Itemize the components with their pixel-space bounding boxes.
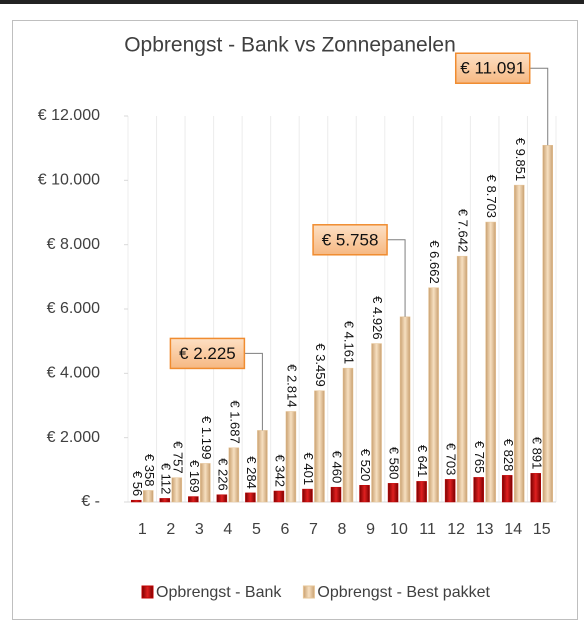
- legend-label: Opbrengst - Best pakket: [317, 584, 490, 601]
- bar: [513, 184, 525, 503]
- bar: [314, 390, 325, 503]
- bar: [387, 483, 399, 503]
- callout-label: € 11.091: [460, 59, 525, 78]
- y-tick-label: € -: [81, 493, 100, 510]
- value-label: € 401: [301, 453, 316, 486]
- value-label: € 6.662: [427, 240, 442, 283]
- bar: [285, 411, 297, 503]
- bar: [485, 221, 496, 503]
- x-tick-label: 12: [447, 521, 465, 538]
- value-label: € 8.703: [484, 175, 499, 218]
- bar: [302, 488, 313, 503]
- x-tick-label: 10: [390, 521, 408, 538]
- value-label: € 358: [142, 454, 157, 487]
- value-label: € 169: [187, 460, 202, 493]
- value-label: € 4.161: [342, 321, 357, 364]
- value-label: € 757: [170, 441, 185, 474]
- x-tick-label: 13: [476, 521, 494, 538]
- bar: [188, 496, 199, 503]
- bar: [428, 287, 439, 503]
- callout-leader: [244, 352, 263, 431]
- bar: [273, 490, 285, 503]
- bar: [257, 430, 268, 503]
- bar: [131, 499, 142, 503]
- x-tick-label: 6: [280, 521, 289, 538]
- callout-label: € 5.758: [322, 230, 379, 249]
- x-tick-label: 4: [223, 521, 232, 538]
- bar: [473, 477, 484, 503]
- bar: [501, 475, 513, 503]
- bar: [228, 447, 240, 503]
- x-tick-label: 11: [419, 521, 436, 538]
- bar: [342, 367, 354, 503]
- bar: [216, 494, 228, 503]
- value-label: € 703: [444, 443, 459, 476]
- x-tick-label: 14: [504, 521, 522, 538]
- bar: [399, 316, 411, 503]
- x-tick-label: 7: [309, 521, 318, 538]
- callout-label: € 2.225: [179, 344, 236, 363]
- callout-box: [312, 224, 388, 256]
- legend-label: Opbrengst - Bank: [156, 584, 282, 601]
- x-tick-label: 5: [252, 521, 261, 538]
- value-label: € 112: [158, 463, 173, 495]
- x-tick-label: 15: [533, 521, 551, 538]
- callout-box: [169, 337, 246, 370]
- value-label: € 3.459: [313, 343, 328, 386]
- bar: [542, 144, 553, 503]
- value-label: € 1.687: [227, 400, 242, 443]
- value-label: € 56: [130, 471, 145, 496]
- value-label: € 342: [272, 454, 287, 487]
- value-label: € 4.926: [370, 296, 385, 339]
- x-tick-label: 9: [366, 521, 375, 538]
- bar: [200, 463, 211, 503]
- callout-box: [454, 52, 531, 84]
- chart-title: Opbrengst - Bank vs Zonnepanelen: [124, 34, 456, 57]
- y-tick-label: € 6.000: [47, 300, 100, 317]
- bar: [143, 490, 154, 503]
- y-tick-label: € 12.000: [38, 107, 100, 124]
- bar: [444, 479, 456, 503]
- value-label: € 520: [358, 449, 373, 482]
- y-tick-label: € 8.000: [47, 236, 100, 253]
- x-tick-label: 2: [166, 521, 175, 538]
- value-label: € 2.814: [284, 364, 299, 407]
- x-tick-label: 1: [138, 521, 147, 538]
- x-tick-label: 3: [195, 521, 204, 538]
- bar: [530, 473, 541, 503]
- x-tick-label: 8: [338, 521, 347, 538]
- value-label: € 891: [529, 437, 544, 470]
- bar: [359, 485, 370, 503]
- value-label: € 226: [215, 458, 230, 491]
- callout-leader: [387, 239, 406, 317]
- bar: [159, 498, 171, 503]
- value-label: € 9.851: [513, 138, 528, 181]
- legend-swatch: [141, 585, 154, 599]
- value-label: € 641: [415, 445, 430, 478]
- legend-swatch: [302, 585, 315, 599]
- y-tick-label: € 2.000: [47, 429, 100, 446]
- value-label: € 1.199: [199, 416, 214, 459]
- chart-frame: [12, 20, 578, 620]
- value-label: € 580: [387, 447, 402, 480]
- y-tick-label: € 10.000: [38, 172, 100, 189]
- y-tick-label: € 4.000: [47, 365, 100, 382]
- value-label: € 284: [244, 456, 259, 489]
- value-label: € 828: [501, 439, 516, 472]
- bar: [245, 492, 256, 503]
- value-label: € 765: [472, 441, 487, 474]
- callout-leader: [529, 67, 549, 146]
- bar: [171, 477, 183, 503]
- bar: [456, 255, 468, 503]
- value-label: € 7.642: [456, 209, 471, 252]
- bar: [416, 481, 427, 503]
- top-edge: [0, 0, 584, 4]
- bar: [330, 486, 342, 503]
- value-label: € 460: [330, 451, 345, 484]
- bar: [371, 343, 382, 503]
